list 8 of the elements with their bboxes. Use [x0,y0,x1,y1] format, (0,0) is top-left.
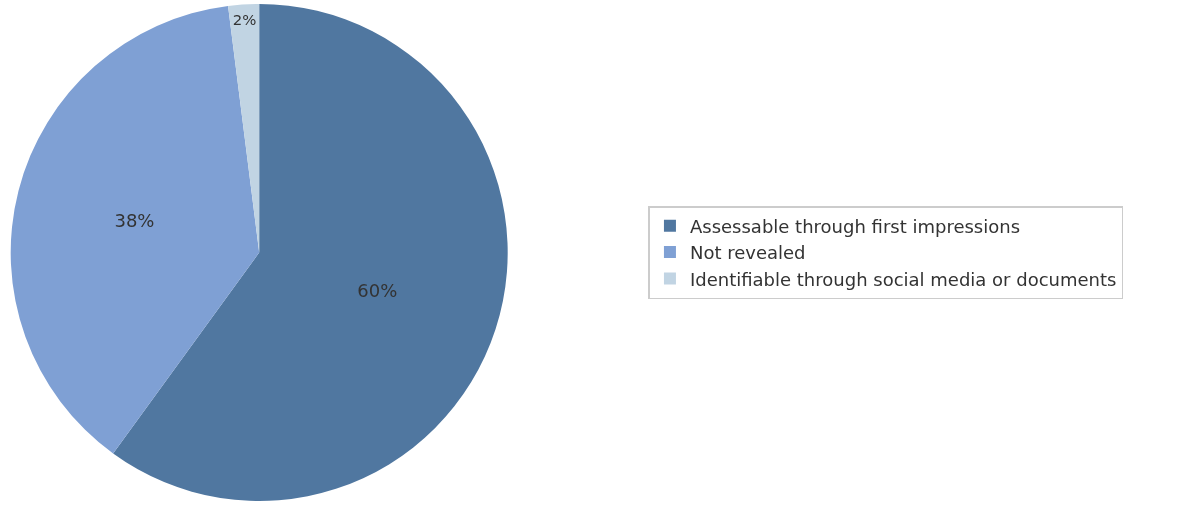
data-label: 2% [232,10,257,29]
legend-label: Assessable through first impressions [689,215,1021,237]
pie-slice [113,4,508,501]
data-label: 38% [114,209,155,231]
data-label: 60% [357,280,398,302]
pie-slice [11,5,260,454]
legend-label: Not revealed [689,242,806,264]
legend-label: Identifiable through social media or documents [689,268,1117,290]
